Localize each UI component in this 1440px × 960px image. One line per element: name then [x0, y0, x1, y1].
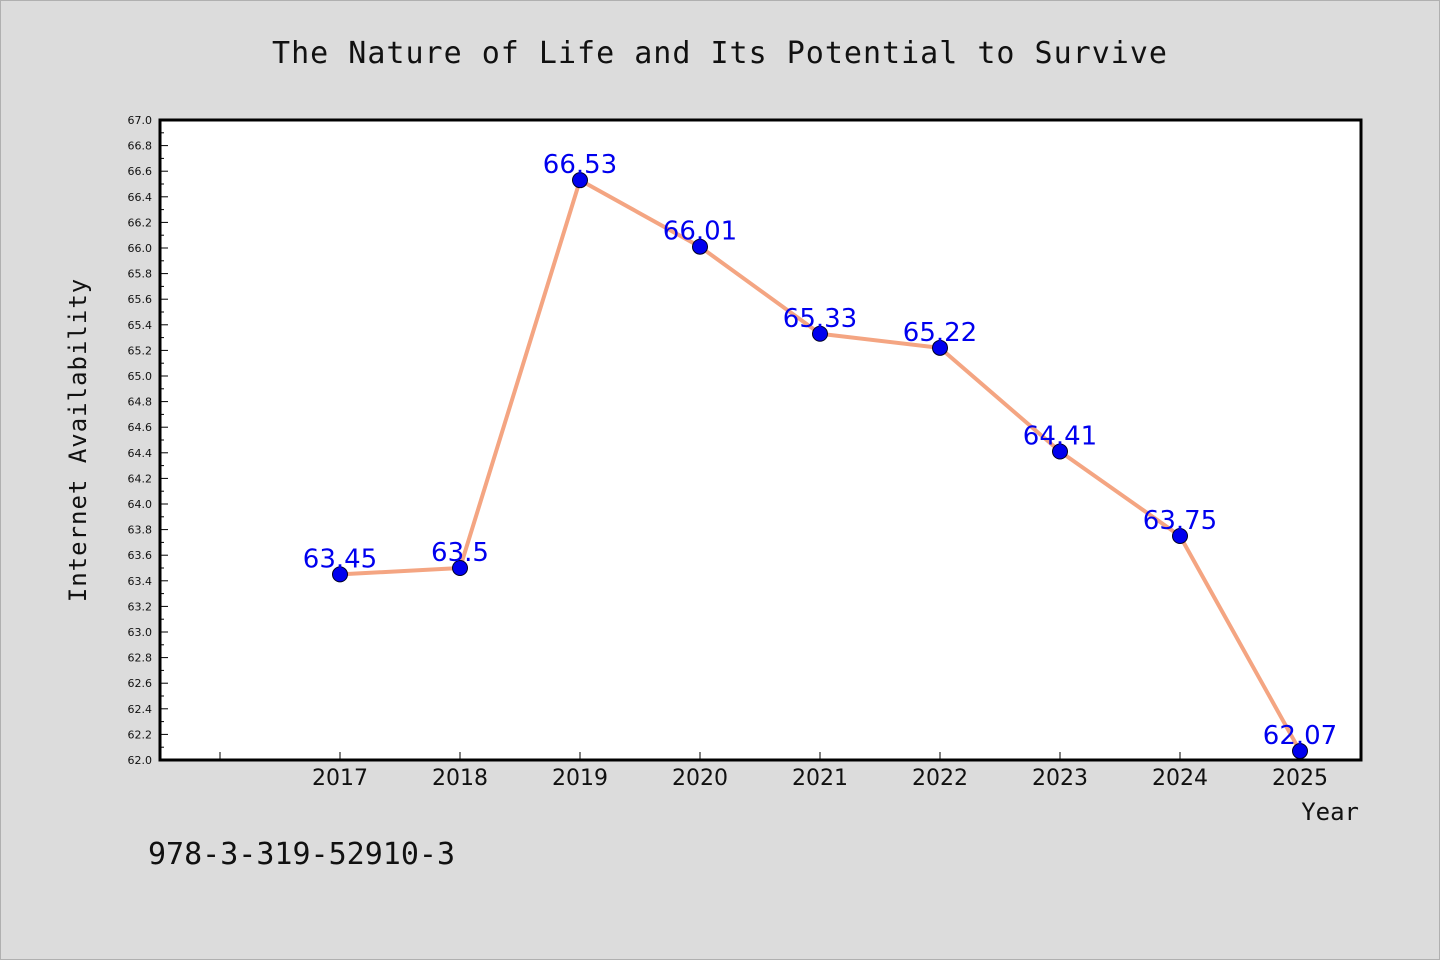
x-tick-label: 2018: [432, 766, 488, 791]
data-point: [452, 560, 468, 576]
y-tick-label: 62.0: [128, 754, 153, 767]
data-point: [812, 325, 828, 342]
x-axis-label: Year: [1301, 798, 1359, 826]
data-label: 62.07: [1263, 721, 1337, 751]
data-point: [1172, 528, 1188, 544]
y-tick-label: 65.6: [128, 293, 153, 306]
data-label: 63.5: [431, 538, 489, 568]
data-label: 66.01: [663, 217, 737, 247]
data-label: 66.53: [543, 150, 617, 180]
y-tick-label: 62.6: [128, 677, 153, 690]
data-point: [692, 238, 708, 255]
y-axis-label: Internet Availability: [64, 278, 92, 602]
x-tick-label: 2023: [1032, 766, 1088, 791]
y-tick-label: 66.2: [128, 216, 153, 229]
y-tick-label: 65.2: [128, 344, 153, 357]
y-tick-label: 62.4: [128, 703, 153, 716]
data-point: [572, 172, 588, 189]
data-label: 63.45: [303, 544, 377, 574]
x-tick-label: 2020: [672, 766, 728, 791]
y-tick-label: 62.2: [128, 728, 153, 741]
y-tick-label: 64.6: [128, 421, 153, 434]
y-tick-label: 63.0: [128, 626, 153, 639]
x-tick-label: 2022: [912, 766, 968, 791]
data-point: [932, 339, 948, 356]
data-label: 63.75: [1143, 506, 1217, 536]
y-tick-label: 63.6: [128, 549, 153, 562]
data-point: [1292, 743, 1308, 760]
data-label: 65.22: [903, 318, 977, 348]
data-point: [332, 566, 348, 583]
y-tick-label: 63.2: [128, 600, 153, 613]
y-tick-label: 65.8: [128, 268, 153, 281]
y-tick-label: 64.4: [128, 447, 153, 460]
x-tick-label: 2017: [312, 766, 368, 791]
y-tick-label: 67.0: [128, 114, 153, 127]
isbn-label: 978-3-319-52910-3: [148, 837, 455, 872]
x-tick-label: 2021: [792, 766, 848, 791]
data-point: [1052, 443, 1068, 460]
y-tick-label: 65.4: [128, 319, 153, 332]
y-tick-label: 63.4: [128, 575, 153, 588]
data-label: 65.33: [783, 304, 857, 334]
plot-area: [158, 118, 1363, 762]
y-tick-label: 63.8: [128, 524, 153, 537]
y-tick-label: 64.2: [128, 472, 153, 485]
y-tick-label: 62.8: [128, 652, 153, 665]
y-tick-label: 66.8: [128, 140, 153, 153]
x-tick-label: 2024: [1152, 766, 1208, 791]
x-axis: 2017 2018 2019 2020 2021 2022 2023 2024 2025: [219, 752, 1328, 791]
y-tick-label: 66.0: [128, 242, 153, 255]
y-axis: 62.0 62.2 62.4 62.6 62.8 63.0 63.2 63.4 63.6 63.8…: [128, 114, 168, 767]
y-tick-label: 66.6: [128, 165, 153, 178]
y-tick-label: 64.0: [128, 498, 153, 511]
y-tick-label: 66.4: [128, 191, 153, 204]
series-group: 63.45 63.5 66.53 66.01 65.33 65.22 64.41 63.75 6…: [303, 150, 1337, 760]
y-tick-label: 64.8: [128, 396, 153, 409]
x-tick-label: 2019: [552, 766, 608, 791]
x-tick-label: 2025: [1272, 766, 1328, 791]
y-tick-label: 65.0: [128, 370, 153, 383]
chart-title: The Nature of Life and Its Potential to …: [272, 36, 1168, 71]
data-label: 64.41: [1023, 422, 1097, 452]
